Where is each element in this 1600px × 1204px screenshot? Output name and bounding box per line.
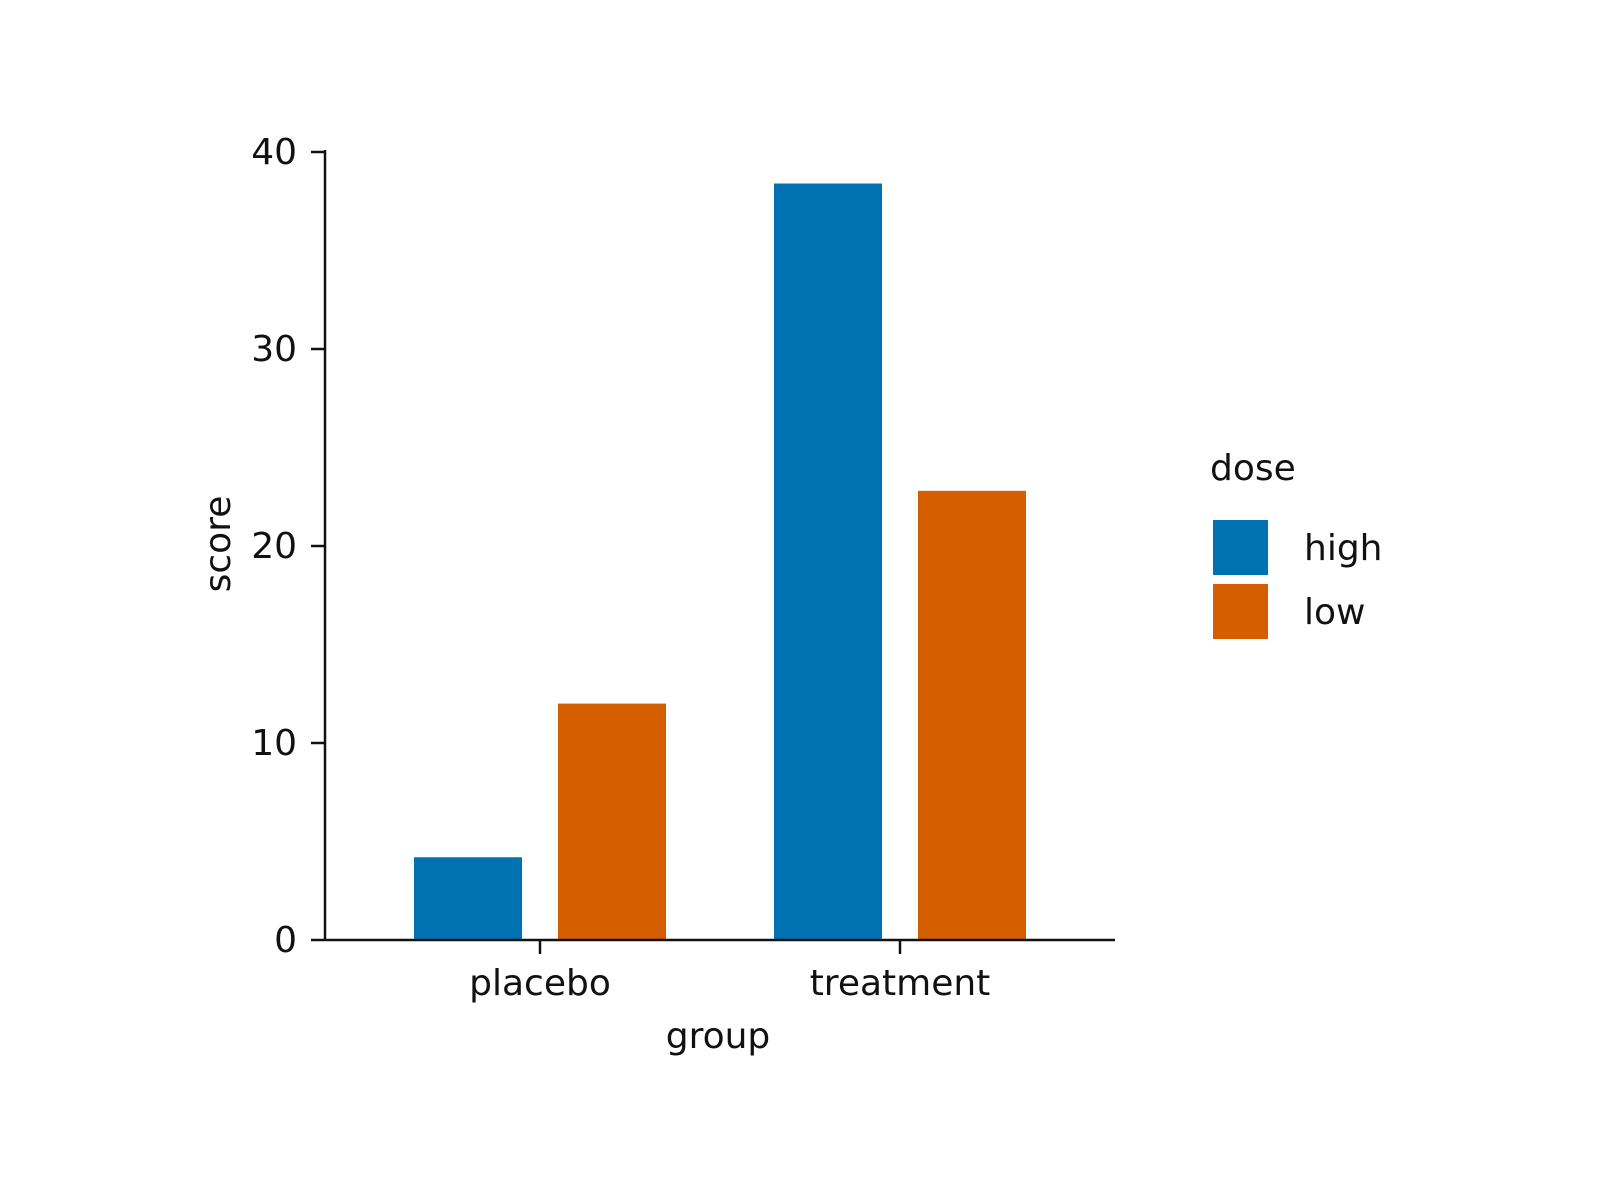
x-axis-label: group xyxy=(666,1016,771,1057)
x-axis-ticks: placebo treatment xyxy=(469,940,990,1004)
bar-treatment-low xyxy=(918,490,1026,940)
y-tick-label: 30 xyxy=(251,329,297,370)
y-tick-label: 20 xyxy=(251,526,297,567)
y-tick-label: 10 xyxy=(251,723,297,764)
bar-placebo-high xyxy=(414,857,522,940)
bar-treatment-high xyxy=(774,183,882,940)
legend-swatch-high xyxy=(1213,520,1268,575)
y-tick-label: 40 xyxy=(251,132,297,173)
x-tick-label-placebo: placebo xyxy=(469,963,611,1004)
y-axis-ticks: 0 10 20 30 40 xyxy=(251,132,325,961)
legend: dose high low xyxy=(1210,448,1383,639)
legend-label-low: low xyxy=(1304,592,1365,633)
x-tick-label-treatment: treatment xyxy=(810,963,991,1004)
bars-layer xyxy=(414,183,1026,940)
legend-swatch-low xyxy=(1213,584,1268,639)
legend-label-high: high xyxy=(1304,528,1383,569)
y-axis-label: score xyxy=(198,496,239,593)
bar-placebo-low xyxy=(558,703,666,940)
legend-title: dose xyxy=(1210,448,1296,489)
axes-layer: 0 10 20 30 40 placebo treatment group score xyxy=(198,132,1115,1057)
y-tick-label: 0 xyxy=(274,920,297,961)
legend-items: high low xyxy=(1213,520,1383,639)
